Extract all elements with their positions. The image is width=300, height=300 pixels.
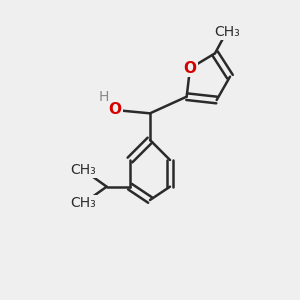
Text: CH₃: CH₃ [70,196,96,210]
Text: O: O [184,61,196,76]
Text: CH₃: CH₃ [70,163,96,177]
Text: O: O [109,103,122,118]
Text: CH₃: CH₃ [214,25,239,39]
Text: H: H [98,90,109,104]
